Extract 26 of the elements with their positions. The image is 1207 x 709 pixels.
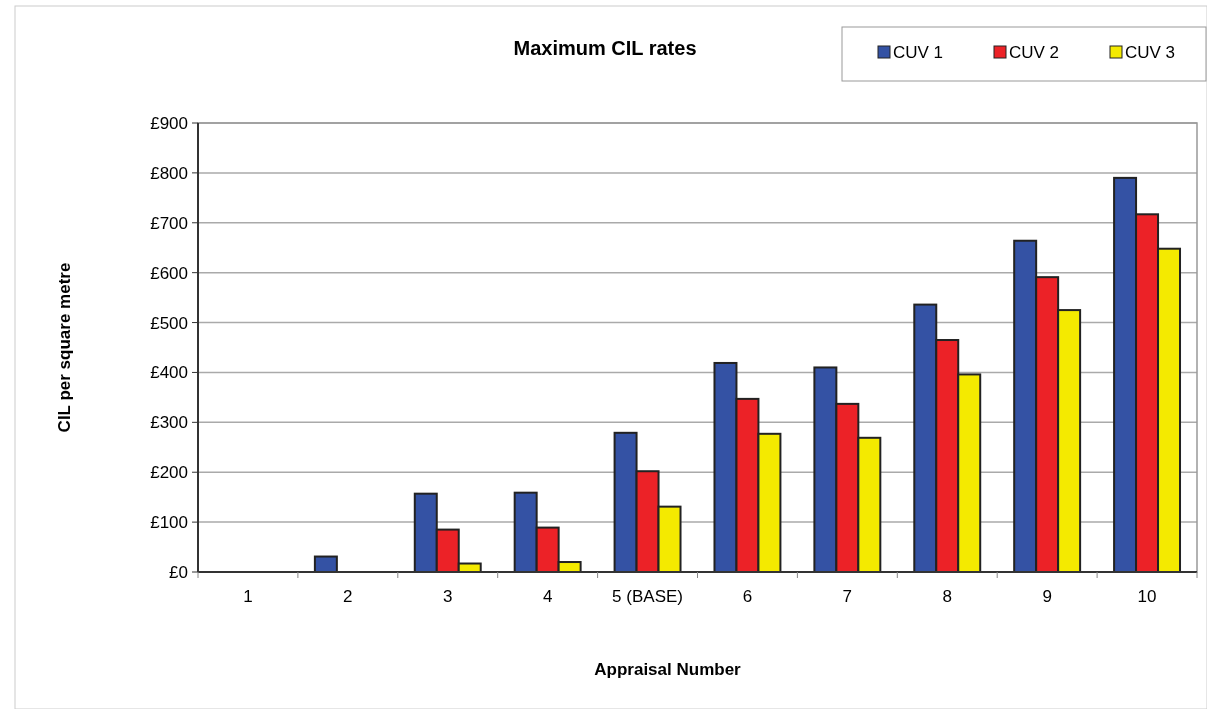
legend-label: CUV 3 (1125, 42, 1176, 62)
x-tick-label: 1 (243, 587, 253, 606)
y-tick-label: £400 (150, 363, 188, 383)
y-tick-label: £0 (169, 562, 188, 582)
y-tick-label: £800 (150, 163, 188, 183)
x-tick-label: 7 (842, 587, 853, 606)
y-tick-label: £200 (150, 463, 188, 483)
y-tick-label: £900 (150, 113, 188, 133)
x-tick-label: 3 (443, 587, 453, 606)
y-tick-label: £300 (150, 413, 188, 433)
x-tick-label: 9 (1042, 587, 1052, 606)
y-tick-label: £500 (150, 313, 188, 333)
x-tick-label: 4 (542, 587, 553, 606)
y-tick-label: £600 (150, 263, 188, 283)
legend-label: CUV 1 (893, 42, 944, 62)
y-tick-label: £700 (150, 213, 188, 233)
y-axis-title: CIL per square metre (55, 262, 74, 433)
x-tick-label: 5 (BASE) (612, 587, 683, 606)
x-tick-label: 8 (942, 587, 952, 606)
x-tick-label: 10 (1137, 587, 1157, 606)
x-tick-label: 6 (742, 587, 753, 606)
legend-label: CUV 2 (1009, 42, 1060, 62)
x-axis-title: Appraisal Number (594, 660, 742, 679)
x-tick-label: 2 (343, 587, 353, 606)
y-tick-label: £100 (150, 513, 188, 533)
chart-title: Maximum CIL rates (513, 37, 697, 59)
